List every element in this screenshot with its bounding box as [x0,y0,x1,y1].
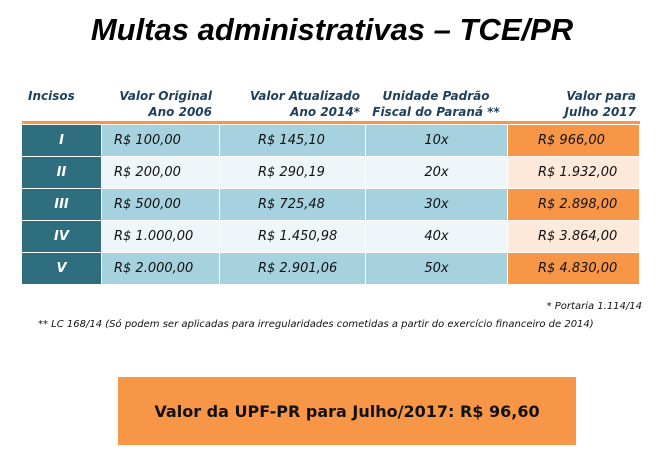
header-line: Ano 2014* [290,105,360,119]
column-header: Unidade Padrão Fiscal do Paraná ** [366,88,506,120]
table-cell: R$ 4.830,00 [508,253,640,285]
column-header: Valor para Julho 2017 [508,88,636,120]
table-cell: 10x [366,125,508,157]
table-cell: R$ 145,10 [220,125,366,157]
table-cell: R$ 3.864,00 [508,221,640,253]
table-cell: R$ 100,00 [102,125,220,157]
row-label: V [22,253,102,285]
row-label: II [22,157,102,189]
table-cell: R$ 2.898,00 [508,189,640,221]
table-cell: R$ 1.000,00 [102,221,220,253]
footnote: ** LC 168/14 (Só podem ser aplicadas par… [38,319,594,330]
table-cell: R$ 2.901,06 [220,253,366,285]
header-line: Valor Original [119,89,212,103]
table-cell: 50x [366,253,508,285]
table-cell: R$ 200,00 [102,157,220,189]
table-cell: R$ 966,00 [508,125,640,157]
table-cell: 40x [366,221,508,253]
column-header: Valor Original Ano 2006 [102,88,212,120]
header-line: Incisos [28,89,75,103]
title: Multas administrativas – TCE/PR [90,12,574,47]
table-cell: R$ 725,48 [220,189,366,221]
table-cell: 20x [366,157,508,189]
header-line: Unidade Padrão [382,89,490,103]
row-label: I [22,125,102,157]
row-label: III [22,189,102,221]
table-cell: R$ 500,00 [102,189,220,221]
table-cell: R$ 2.000,00 [102,253,220,285]
header-line: Fiscal do Paraná ** [372,105,500,119]
header-line: Valor para [566,89,636,103]
column-header: Incisos [28,88,75,104]
table-cell: R$ 290,19 [220,157,366,189]
table-cell: 30x [366,189,508,221]
table-cell: R$ 1.450,98 [220,221,366,253]
header-line: Valor Atualizado [249,89,360,103]
highlight-box: Valor da UPF-PR para Julho/2017: R$ 96,6… [118,377,576,445]
header-rule [22,121,640,124]
table-cell: R$ 1.932,00 [508,157,640,189]
column-header: Valor Atualizado Ano 2014* [220,88,360,120]
header-line: Ano 2006 [148,105,212,119]
footnote: * Portaria 1.114/14 [546,301,642,312]
header-line: Julho 2017 [564,105,636,119]
row-label: IV [22,221,102,253]
